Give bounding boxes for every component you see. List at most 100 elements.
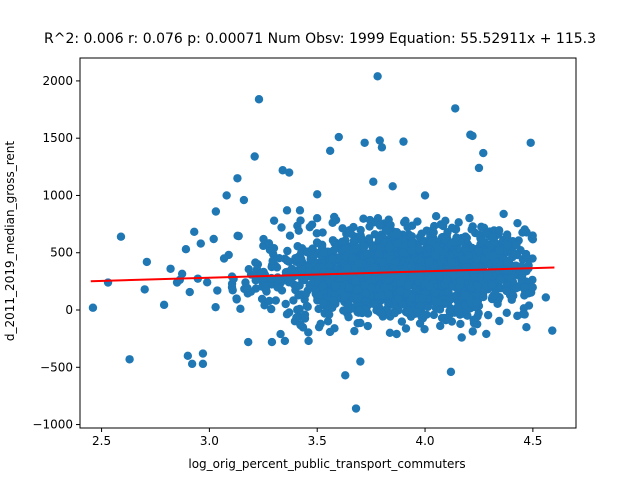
data-point xyxy=(367,283,376,292)
data-point xyxy=(548,326,557,335)
data-point xyxy=(474,163,484,173)
data-point xyxy=(495,246,504,255)
data-point xyxy=(396,287,405,296)
data-point xyxy=(512,240,521,249)
data-point xyxy=(198,359,208,369)
data-point xyxy=(541,293,551,302)
data-point xyxy=(465,213,474,223)
data-point xyxy=(313,238,322,248)
data-point xyxy=(378,258,388,268)
data-point xyxy=(503,258,512,267)
data-point xyxy=(442,275,452,285)
data-point xyxy=(377,143,387,152)
data-point xyxy=(349,222,358,232)
data-point xyxy=(446,268,455,277)
data-point xyxy=(364,234,374,243)
data-point xyxy=(338,224,347,233)
data-point xyxy=(359,214,368,223)
data-point xyxy=(407,262,417,271)
data-point xyxy=(383,307,393,317)
data-point xyxy=(511,284,521,293)
data-point xyxy=(350,326,359,336)
x-tick-label: 2.5 xyxy=(92,434,111,448)
fit-layer xyxy=(90,266,555,283)
data-point xyxy=(488,232,497,242)
data-point xyxy=(362,249,372,259)
data-point xyxy=(419,310,429,320)
data-point xyxy=(344,312,353,322)
data-point xyxy=(495,316,504,326)
data-point xyxy=(233,174,242,183)
data-point xyxy=(370,299,379,309)
data-point xyxy=(464,251,473,260)
data-point xyxy=(345,228,354,238)
data-point xyxy=(385,328,395,338)
data-point xyxy=(285,231,295,240)
data-point xyxy=(296,320,305,329)
data-point xyxy=(304,336,313,346)
data-point xyxy=(348,254,357,263)
data-point xyxy=(312,229,321,238)
data-point xyxy=(312,213,322,223)
data-point xyxy=(413,307,422,317)
data-point xyxy=(420,191,430,200)
data-point xyxy=(343,302,352,312)
data-point xyxy=(399,137,408,146)
data-point xyxy=(159,300,169,310)
data-point xyxy=(444,288,453,297)
data-point xyxy=(479,292,488,302)
data-point xyxy=(360,281,369,290)
data-point xyxy=(324,268,333,278)
data-point xyxy=(520,283,529,292)
data-point xyxy=(415,319,425,328)
data-point xyxy=(353,285,362,294)
data-point xyxy=(356,225,365,235)
data-point xyxy=(392,329,401,339)
data-point xyxy=(324,310,334,319)
data-point xyxy=(456,276,465,286)
data-point xyxy=(190,227,199,237)
data-point xyxy=(415,301,425,310)
data-point xyxy=(283,246,292,256)
data-point xyxy=(343,263,352,273)
x-tick-label: 3.0 xyxy=(200,434,219,448)
x-tick-label: 3.5 xyxy=(308,434,327,448)
data-point xyxy=(517,271,527,280)
data-point xyxy=(313,190,322,199)
data-point xyxy=(284,257,294,266)
data-point xyxy=(356,318,365,328)
data-point xyxy=(473,281,482,290)
data-point xyxy=(304,328,313,337)
data-point xyxy=(275,254,284,263)
data-point xyxy=(244,337,253,347)
data-point xyxy=(420,324,429,334)
data-point xyxy=(301,290,310,299)
y-tick-label: 500 xyxy=(50,246,73,260)
data-point xyxy=(526,138,535,147)
data-point xyxy=(392,228,402,237)
y-tick-label: −1000 xyxy=(32,418,73,432)
data-point xyxy=(351,404,361,413)
data-point xyxy=(251,258,260,267)
data-point xyxy=(116,232,126,241)
data-point xyxy=(441,216,450,226)
data-point xyxy=(407,246,416,255)
data-point xyxy=(384,290,393,299)
data-point xyxy=(456,319,465,329)
data-point xyxy=(423,302,433,311)
data-point xyxy=(431,211,441,221)
data-point xyxy=(479,148,488,158)
data-point xyxy=(376,309,386,318)
data-point xyxy=(354,259,363,268)
y-tick-label: −500 xyxy=(40,360,73,374)
y-axis-label: d_2011_2019_median_gross_rent xyxy=(3,141,17,341)
data-point xyxy=(284,278,294,287)
x-axis-ticks: 2.5 3.0 3.5 4.0 4.5 xyxy=(92,428,542,448)
data-point xyxy=(142,257,152,267)
data-point xyxy=(361,289,371,298)
data-point xyxy=(284,168,294,177)
data-point xyxy=(365,215,375,225)
data-point xyxy=(314,304,323,314)
data-point xyxy=(477,236,487,245)
